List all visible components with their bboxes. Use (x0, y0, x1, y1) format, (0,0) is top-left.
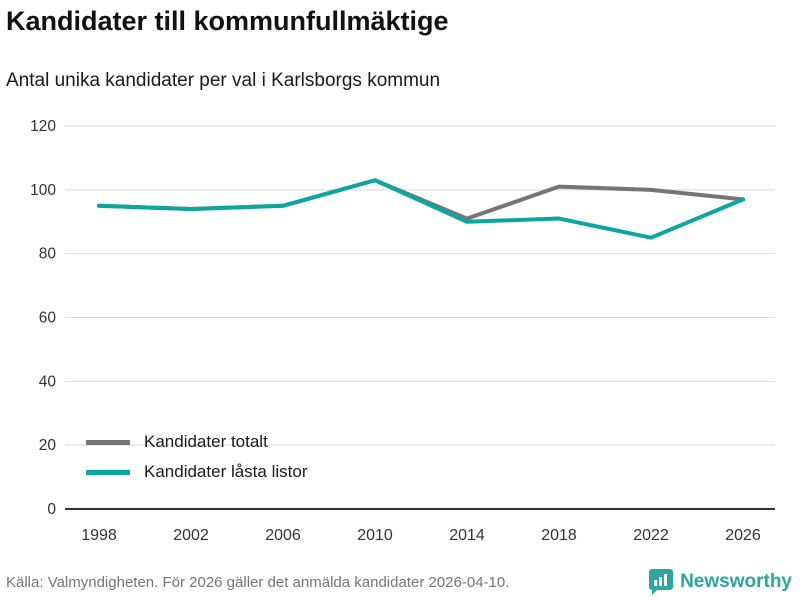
x-tick-label: 1998 (81, 527, 117, 544)
legend-swatch (86, 469, 130, 475)
legend-label: Kandidater låsta listor (144, 462, 308, 481)
x-tick-label: 2014 (449, 527, 485, 544)
x-tick-label: 2002 (173, 527, 209, 544)
y-tick-label: 60 (39, 310, 57, 327)
x-tick-label: 2018 (541, 527, 577, 544)
series-line-kandidater-l-sta-listor (97, 178, 745, 240)
y-tick-label: 20 (39, 437, 57, 454)
legend-item: Kandidater låsta listor (86, 462, 307, 482)
legend-label: Kandidater totalt (144, 432, 268, 451)
legend-swatch (86, 439, 130, 445)
x-tick-label: 2022 (633, 527, 669, 544)
y-tick-label: 80 (39, 246, 57, 263)
y-tick-label: 100 (30, 182, 56, 199)
y-tick-label: 0 (47, 501, 56, 518)
page-title: Kandidater till kommunfullmäktige (6, 6, 449, 36)
source-note: Källa: Valmyndigheten. För 2026 gäller d… (6, 574, 510, 591)
legend-item: Kandidater totalt (86, 432, 307, 452)
chart-subtitle: Antal unika kandidater per val i Karlsbo… (6, 70, 441, 91)
chart-legend: Kandidater totalt Kandidater låsta listor (86, 432, 307, 482)
line-chart: 0 20 40 60 80 100 120 1998 2002 2006 2010 2014 2018 2… (30, 118, 775, 544)
brand-name: Newsworthy (680, 571, 792, 592)
x-tick-label: 2010 (357, 527, 393, 544)
x-tick-label: 2006 (265, 527, 301, 544)
x-tick-label: 2026 (725, 527, 761, 544)
y-tick-label: 120 (30, 118, 56, 135)
brand-logo: Newsworthy (649, 569, 792, 595)
bar-chart-badge-icon (649, 569, 674, 595)
y-tick-label: 40 (39, 373, 57, 390)
